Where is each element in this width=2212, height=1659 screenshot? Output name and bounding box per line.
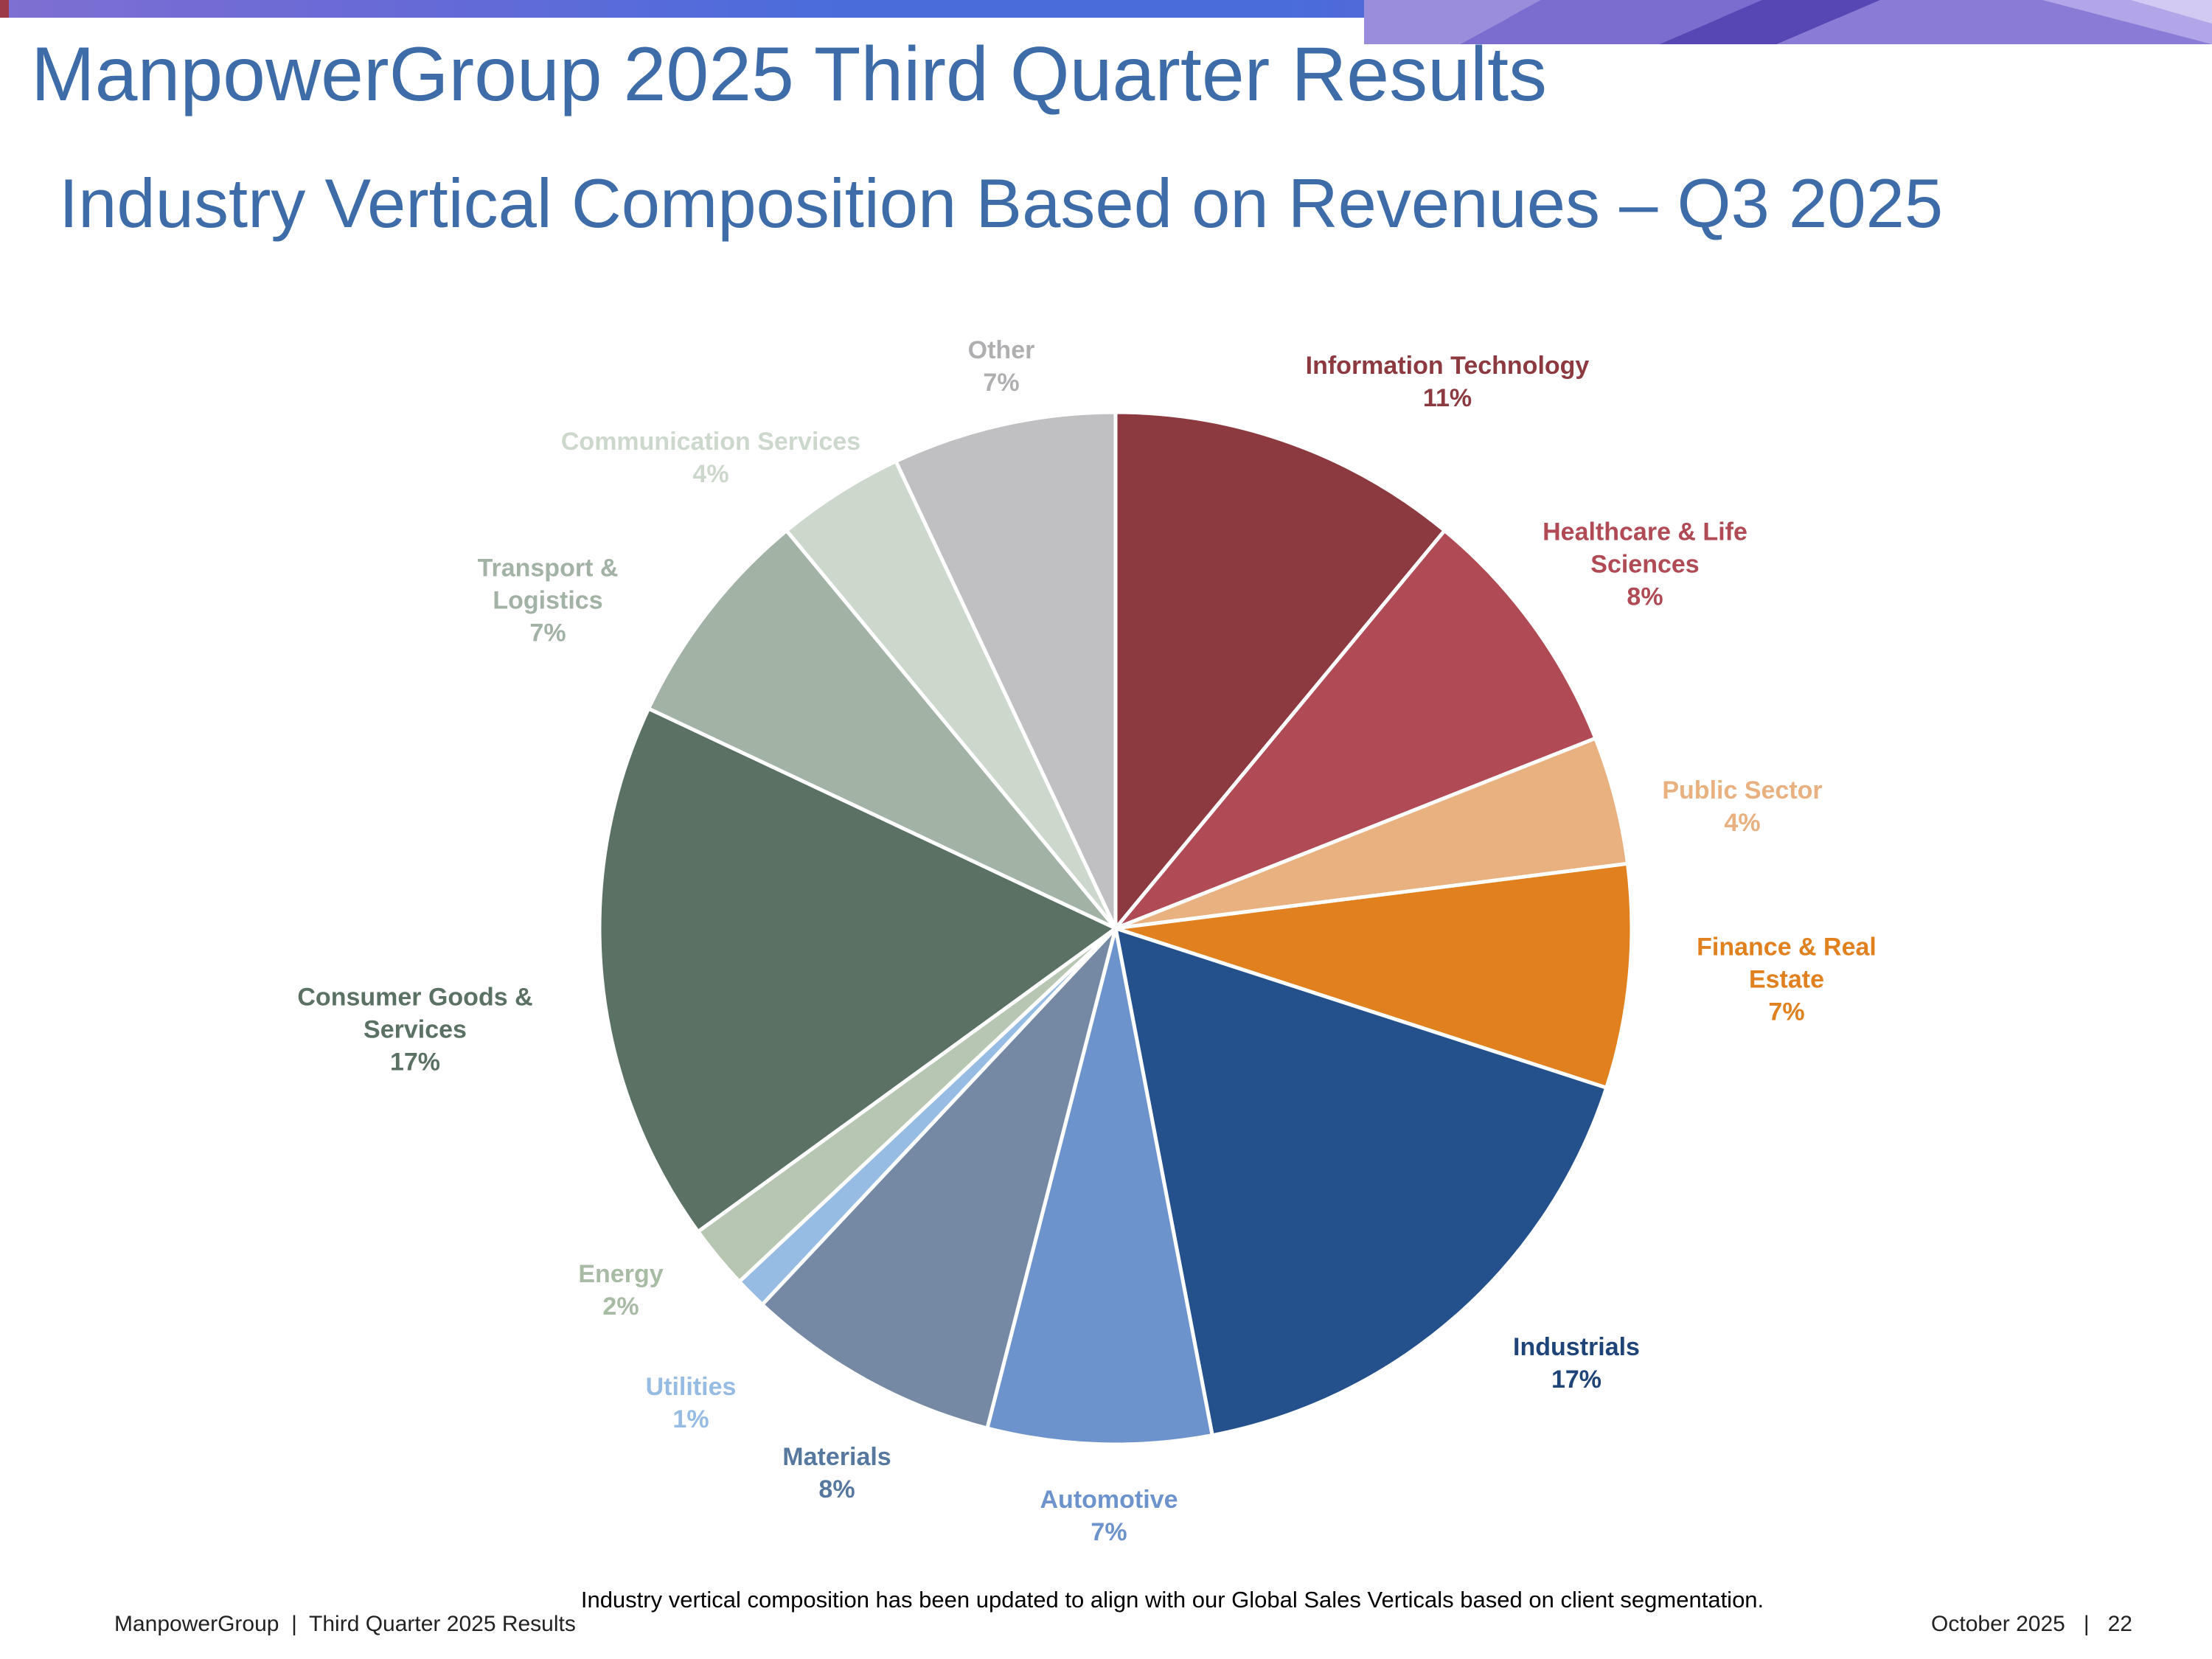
pie-slice-other	[893, 410, 1118, 930]
pie-slice-transport-logistics	[646, 528, 1117, 931]
pie-slice-consumer-goods-services	[597, 706, 1119, 1234]
pie-label-other: Other 7%	[891, 334, 1112, 399]
pie-label-name-other: Other	[967, 335, 1035, 364]
decor-shape	[1364, 0, 1541, 44]
pie-label-value-automotive: 7%	[1091, 1518, 1127, 1546]
pie-slice-finance-real-estate	[1115, 861, 1634, 1091]
pie-chart	[597, 410, 1634, 1447]
pie-label-value-materials: 8%	[818, 1475, 855, 1503]
pie-label-value-finance-real-estate: 7%	[1768, 998, 1805, 1027]
decor-shape	[1659, 0, 1880, 44]
pie-label-name-finance-real-estate: Finance & Real Estate	[1697, 933, 1877, 994]
pie-label-value-consumer-goods-services: 17%	[389, 1048, 441, 1077]
pie-label-consumer-goods-services: Consumer Goods & Services 17%	[274, 981, 557, 1079]
pie-label-value-other: 7%	[983, 369, 1020, 397]
pie-slice-industrials	[1113, 925, 1609, 1438]
pie-slice-materials	[759, 927, 1118, 1431]
decor-shape	[2131, 0, 2212, 24]
pie-label-automotive: Automotive 7%	[954, 1484, 1264, 1548]
pie-slice-healthcare-life-sciences	[1114, 528, 1599, 931]
pie-label-name-information-technology: Information Technology	[1305, 351, 1590, 380]
decor-shape	[1460, 0, 1762, 44]
pie-label-name-automotive: Automotive	[1040, 1485, 1178, 1514]
footnote: Industry vertical composition has been u…	[580, 1587, 1764, 1613]
pie-slice-automotive	[984, 928, 1215, 1447]
corner-decoration	[1364, 0, 2212, 44]
footer-right: October 2025 | 22	[1931, 1612, 2132, 1636]
footer-left: ManpowerGroup | Third Quarter 2025 Resul…	[114, 1612, 576, 1636]
page-subtitle: Industry Vertical Composition Based on R…	[59, 164, 1944, 242]
pie-label-name-consumer-goods-services: Consumer Goods & Services	[297, 983, 533, 1044]
pie-label-finance-real-estate: Finance & Real Estate 7%	[1674, 931, 1899, 1029]
page-title: ManpowerGroup 2025 Third Quarter Results	[31, 32, 1547, 117]
pie-slice-information-technology	[1113, 410, 1447, 933]
